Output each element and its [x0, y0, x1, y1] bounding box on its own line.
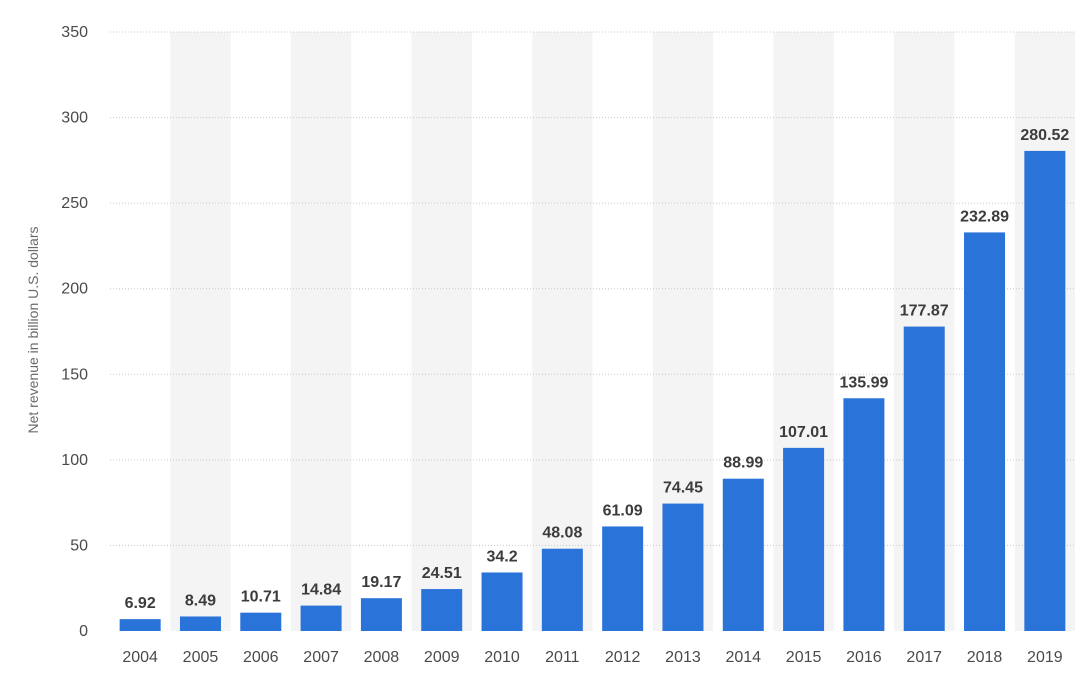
bar: [1024, 150, 1066, 631]
x-tick-label: 2010: [484, 649, 520, 666]
bar-value-label: 107.01: [779, 424, 828, 441]
y-tick-label: 0: [79, 623, 88, 640]
bars: [119, 150, 1066, 631]
bar-value-label: 280.52: [1020, 127, 1069, 144]
x-tick-label: 2019: [1027, 649, 1063, 666]
x-tick-label: 2005: [183, 649, 219, 666]
bar: [421, 589, 463, 631]
x-tick-label: 2008: [364, 649, 400, 666]
bar: [179, 616, 221, 631]
y-axis-title: Net revenue in billion U.S. dollars: [25, 227, 41, 434]
bar: [903, 326, 945, 631]
y-tick-label: 200: [61, 281, 88, 298]
bar-value-label: 135.99: [839, 374, 888, 391]
x-tick-label: 2013: [665, 649, 701, 666]
bar: [662, 503, 704, 631]
bar-value-label: 6.92: [125, 595, 156, 612]
y-tick-label: 300: [61, 110, 88, 127]
bar: [843, 398, 885, 631]
column-band: [411, 32, 472, 631]
bar-value-label: 177.87: [900, 303, 949, 320]
bar: [722, 478, 764, 631]
bar: [119, 619, 161, 631]
x-tick-label: 2015: [786, 649, 822, 666]
bar: [964, 232, 1006, 631]
x-tick-label: 2007: [303, 649, 339, 666]
bar: [360, 598, 402, 631]
column-band: [170, 32, 231, 631]
bar: [240, 612, 282, 631]
bar-value-label: 14.84: [301, 582, 341, 599]
y-tick-label: 50: [70, 537, 88, 554]
bar-value-label: 48.08: [542, 525, 582, 542]
bar: [481, 572, 523, 631]
bar-value-label: 34.2: [486, 548, 517, 565]
bar-value-label: 74.45: [663, 480, 703, 497]
column-band: [290, 32, 352, 631]
bar-value-label: 61.09: [603, 502, 643, 519]
x-tick-label: 2009: [424, 649, 460, 666]
x-tick-label: 2014: [725, 649, 761, 666]
y-tick-label: 350: [61, 24, 88, 41]
y-axis-ticks: 0 50 100 150 200 250 300 350: [61, 24, 88, 640]
column-band: [532, 32, 593, 631]
y-tick-label: 150: [61, 366, 88, 383]
bar-value-label: 10.71: [241, 589, 281, 606]
bar-value-label: 88.99: [723, 455, 763, 472]
y-tick-label: 100: [61, 452, 88, 469]
bar: [783, 447, 825, 631]
y-tick-label: 250: [61, 195, 88, 212]
bar: [541, 548, 583, 631]
bar: [602, 526, 644, 631]
x-tick-label: 2006: [243, 649, 279, 666]
bar-value-label: 24.51: [422, 565, 462, 582]
bar: [300, 605, 342, 631]
x-tick-label: 2011: [545, 649, 580, 666]
bar-value-label: 19.17: [361, 574, 401, 591]
x-tick-label: 2004: [122, 649, 158, 666]
x-tick-label: 2012: [605, 649, 641, 666]
x-tick-label: 2018: [967, 649, 1003, 666]
x-tick-label: 2017: [906, 649, 942, 666]
bar-value-label: 8.49: [185, 592, 216, 609]
value-labels: 6.92 8.49 10.71 14.84 19.17 24.51 34.2 48.08 61.…: [125, 127, 1070, 612]
bar-value-label: 232.89: [960, 208, 1009, 225]
x-tick-label: 2016: [846, 649, 882, 666]
x-axis-ticks: 2004 2005 2006 2007 2008 2009 2010 2011 2012 2013…: [122, 649, 1062, 666]
